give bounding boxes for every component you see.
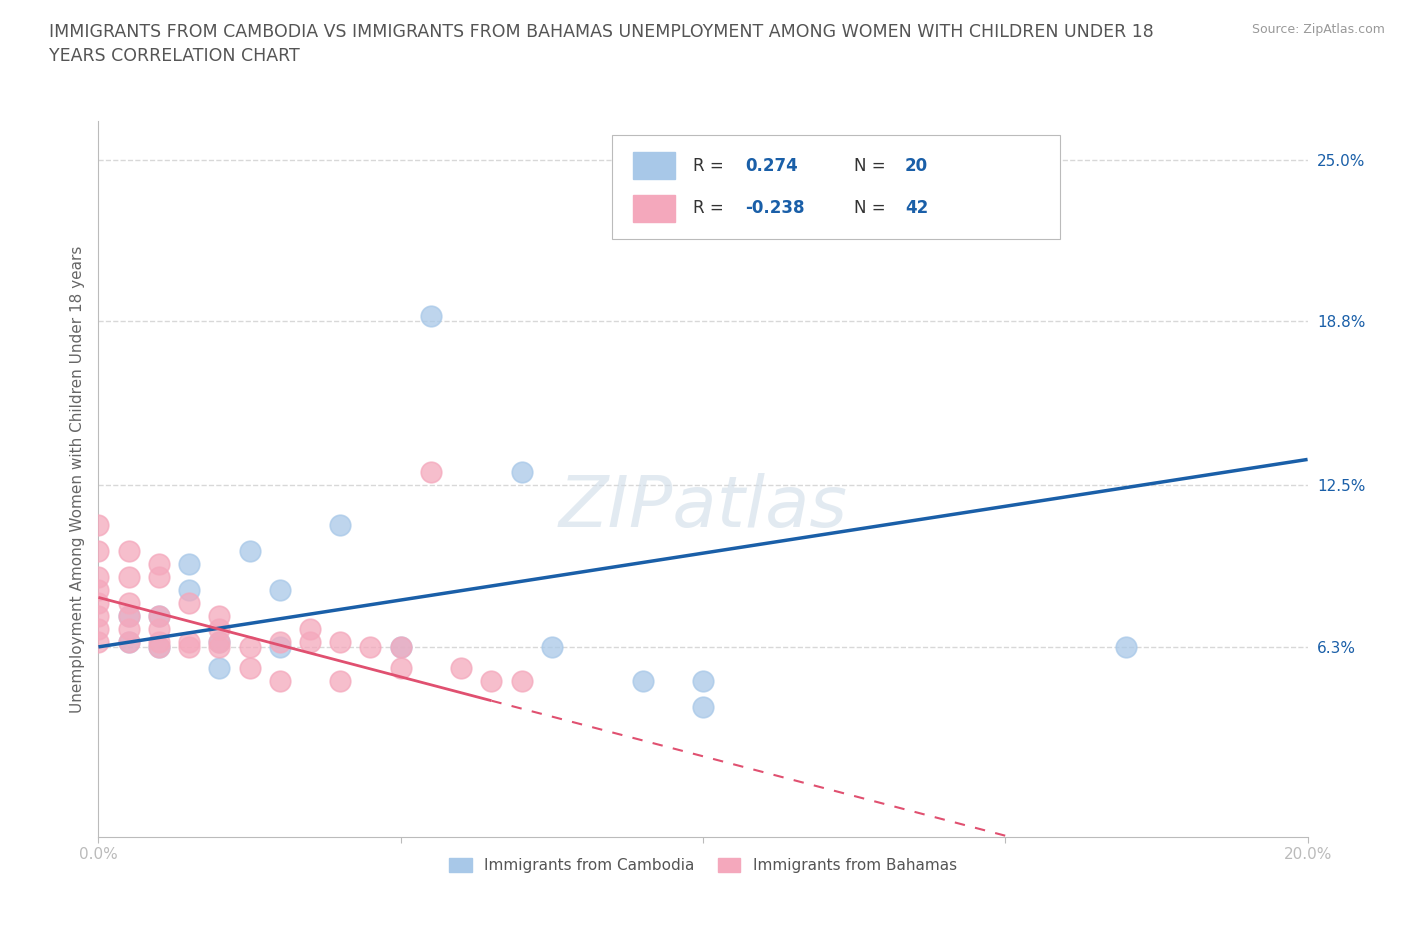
FancyBboxPatch shape [613, 135, 1060, 239]
Text: 0.274: 0.274 [745, 157, 799, 175]
Point [329, 634, 352, 649]
Point [269, 640, 291, 655]
Point [87, 608, 110, 623]
Text: 20: 20 [905, 157, 928, 175]
Point [179, 582, 201, 597]
Point [208, 621, 231, 636]
Point [299, 634, 322, 649]
Point [269, 634, 291, 649]
Point [118, 543, 141, 558]
Point [1115, 640, 1137, 655]
Point [87, 582, 110, 597]
Point [118, 634, 141, 649]
Point [329, 517, 352, 532]
Point [208, 634, 231, 649]
Point [179, 640, 201, 655]
Point [87, 517, 110, 532]
Point [118, 621, 141, 636]
Text: R =: R = [693, 157, 730, 175]
Point [208, 634, 231, 649]
Text: 42: 42 [905, 199, 928, 218]
Point [389, 660, 412, 675]
Point [148, 569, 170, 584]
Point [118, 608, 141, 623]
Point [692, 673, 714, 688]
Text: ZIPatlas: ZIPatlas [558, 473, 848, 542]
Point [208, 608, 231, 623]
Point [208, 640, 231, 655]
Point [87, 621, 110, 636]
Point [269, 582, 291, 597]
Text: N =: N = [855, 199, 891, 218]
Text: Source: ZipAtlas.com: Source: ZipAtlas.com [1251, 23, 1385, 36]
Point [540, 640, 562, 655]
Point [360, 640, 382, 655]
Point [179, 634, 201, 649]
Point [450, 660, 472, 675]
Point [299, 621, 322, 636]
Point [87, 569, 110, 584]
Bar [633, 195, 675, 222]
Point [148, 621, 170, 636]
Point [481, 673, 503, 688]
Point [148, 640, 170, 655]
Point [87, 634, 110, 649]
Point [239, 543, 262, 558]
Point [239, 660, 262, 675]
Point [269, 673, 291, 688]
Point [510, 673, 533, 688]
Point [118, 634, 141, 649]
Point [118, 595, 141, 610]
Text: -0.238: -0.238 [745, 199, 804, 218]
Bar [633, 153, 675, 179]
Point [389, 640, 412, 655]
Point [148, 608, 170, 623]
Point [692, 699, 714, 714]
Point [420, 309, 443, 324]
Point [631, 673, 654, 688]
Point [148, 556, 170, 571]
Point [329, 673, 352, 688]
Point [510, 465, 533, 480]
Point [87, 595, 110, 610]
Point [87, 543, 110, 558]
Point [179, 556, 201, 571]
Point [118, 569, 141, 584]
Y-axis label: Unemployment Among Women with Children Under 18 years: Unemployment Among Women with Children U… [69, 246, 84, 712]
Text: R =: R = [693, 199, 730, 218]
Text: N =: N = [855, 157, 891, 175]
Point [148, 608, 170, 623]
Point [420, 465, 443, 480]
Text: IMMIGRANTS FROM CAMBODIA VS IMMIGRANTS FROM BAHAMAS UNEMPLOYMENT AMONG WOMEN WIT: IMMIGRANTS FROM CAMBODIA VS IMMIGRANTS F… [49, 23, 1154, 65]
Point [118, 608, 141, 623]
Point [239, 640, 262, 655]
Point [389, 640, 412, 655]
Point [148, 640, 170, 655]
Point [179, 595, 201, 610]
Point [148, 634, 170, 649]
Point [208, 660, 231, 675]
Legend: Immigrants from Cambodia, Immigrants from Bahamas: Immigrants from Cambodia, Immigrants fro… [443, 852, 963, 880]
